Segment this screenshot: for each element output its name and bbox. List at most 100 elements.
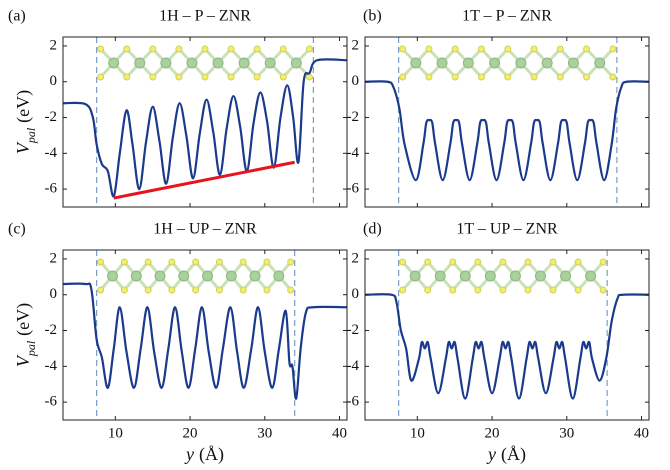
atom	[305, 73, 313, 81]
series-line	[365, 293, 649, 400]
atom	[202, 270, 214, 282]
atom	[599, 258, 607, 266]
atom	[599, 286, 607, 294]
x-label-symbol: y	[184, 444, 194, 464]
atom	[120, 258, 128, 266]
y-tick-label: 0	[352, 73, 360, 89]
atom	[477, 45, 485, 53]
atom	[409, 270, 421, 282]
y-tick-label: -4	[347, 145, 360, 161]
atom	[434, 270, 446, 282]
plot-frame	[364, 36, 650, 208]
atom	[585, 270, 597, 282]
atom	[253, 73, 261, 81]
atom	[178, 270, 190, 282]
atom	[160, 57, 172, 69]
atom	[175, 45, 183, 53]
atom	[144, 258, 152, 266]
atom	[149, 45, 157, 53]
x-tick-label: 40	[634, 425, 649, 441]
atom	[192, 286, 200, 294]
x-axis-label: y (Å)	[486, 444, 526, 465]
atom	[449, 258, 457, 266]
atom	[449, 286, 457, 294]
y-tick-label: 2	[50, 250, 58, 266]
atom	[399, 73, 407, 81]
atom	[477, 73, 485, 81]
atom	[253, 45, 261, 53]
structure	[399, 45, 617, 81]
x-tick-label: 30	[257, 425, 272, 441]
chart-title: 1H – P – ZNR	[159, 8, 251, 25]
panel-label: (d)	[363, 221, 382, 238]
atom	[201, 73, 209, 81]
atom	[425, 45, 433, 53]
atom	[399, 286, 407, 294]
y-tick-label: 0	[50, 73, 58, 89]
y-tick-label: 2	[50, 37, 58, 53]
y-tick-label: 0	[50, 286, 58, 302]
atom	[462, 57, 474, 69]
y-tick-label: -6	[347, 181, 360, 197]
atom	[489, 57, 501, 69]
atom	[474, 258, 482, 266]
atom	[567, 57, 579, 69]
atom	[215, 258, 223, 266]
atom	[451, 45, 459, 53]
atom	[410, 57, 422, 69]
y-tick-label: -4	[45, 145, 58, 161]
x-label-unit: (Å)	[501, 444, 526, 465]
atom	[130, 270, 142, 282]
atom	[134, 57, 146, 69]
atom	[227, 73, 235, 81]
x-tick-label: 10	[108, 425, 123, 441]
atom	[120, 286, 128, 294]
atom	[509, 270, 521, 282]
y-label-unit: (eV)	[13, 303, 34, 336]
plot-frame	[62, 36, 348, 208]
atom	[97, 45, 105, 53]
atom	[287, 286, 295, 294]
panel-label: (b)	[363, 8, 382, 25]
y-tick-label: -6	[45, 181, 58, 197]
atom	[474, 286, 482, 294]
atom	[549, 258, 557, 266]
atom	[574, 286, 582, 294]
atom	[279, 45, 287, 53]
chart-title: 1H – UP – ZNR	[153, 221, 257, 238]
y-tick-label: -6	[347, 394, 360, 410]
atom	[504, 45, 512, 53]
x-tick-label: 30	[559, 425, 574, 441]
atom	[399, 258, 407, 266]
atom	[154, 270, 166, 282]
atom	[560, 270, 572, 282]
atom	[583, 45, 591, 53]
chart-title: 1T – P – ZNR	[462, 8, 552, 25]
atom	[263, 286, 271, 294]
atom	[263, 258, 271, 266]
series-line	[63, 282, 347, 400]
y-tick-label: 0	[352, 286, 360, 302]
atom	[499, 258, 507, 266]
atom	[225, 270, 237, 282]
atom	[287, 258, 295, 266]
atom	[574, 258, 582, 266]
atom	[97, 286, 105, 294]
series-line	[63, 58, 347, 198]
atom	[556, 45, 564, 53]
y-label-symbol: V	[13, 354, 33, 367]
plot-frame	[364, 249, 650, 421]
y-tick-label: -6	[45, 394, 58, 410]
y-tick-label: -2	[347, 109, 360, 125]
atom	[305, 45, 313, 53]
atom	[459, 270, 471, 282]
x-tick-label: 10	[410, 425, 425, 441]
x-axis-label: y (Å)	[184, 444, 224, 465]
atom	[594, 57, 606, 69]
atom	[424, 258, 432, 266]
x-tick-label: 20	[183, 425, 198, 441]
atom	[201, 45, 209, 53]
atom	[541, 57, 553, 69]
atom	[504, 73, 512, 81]
